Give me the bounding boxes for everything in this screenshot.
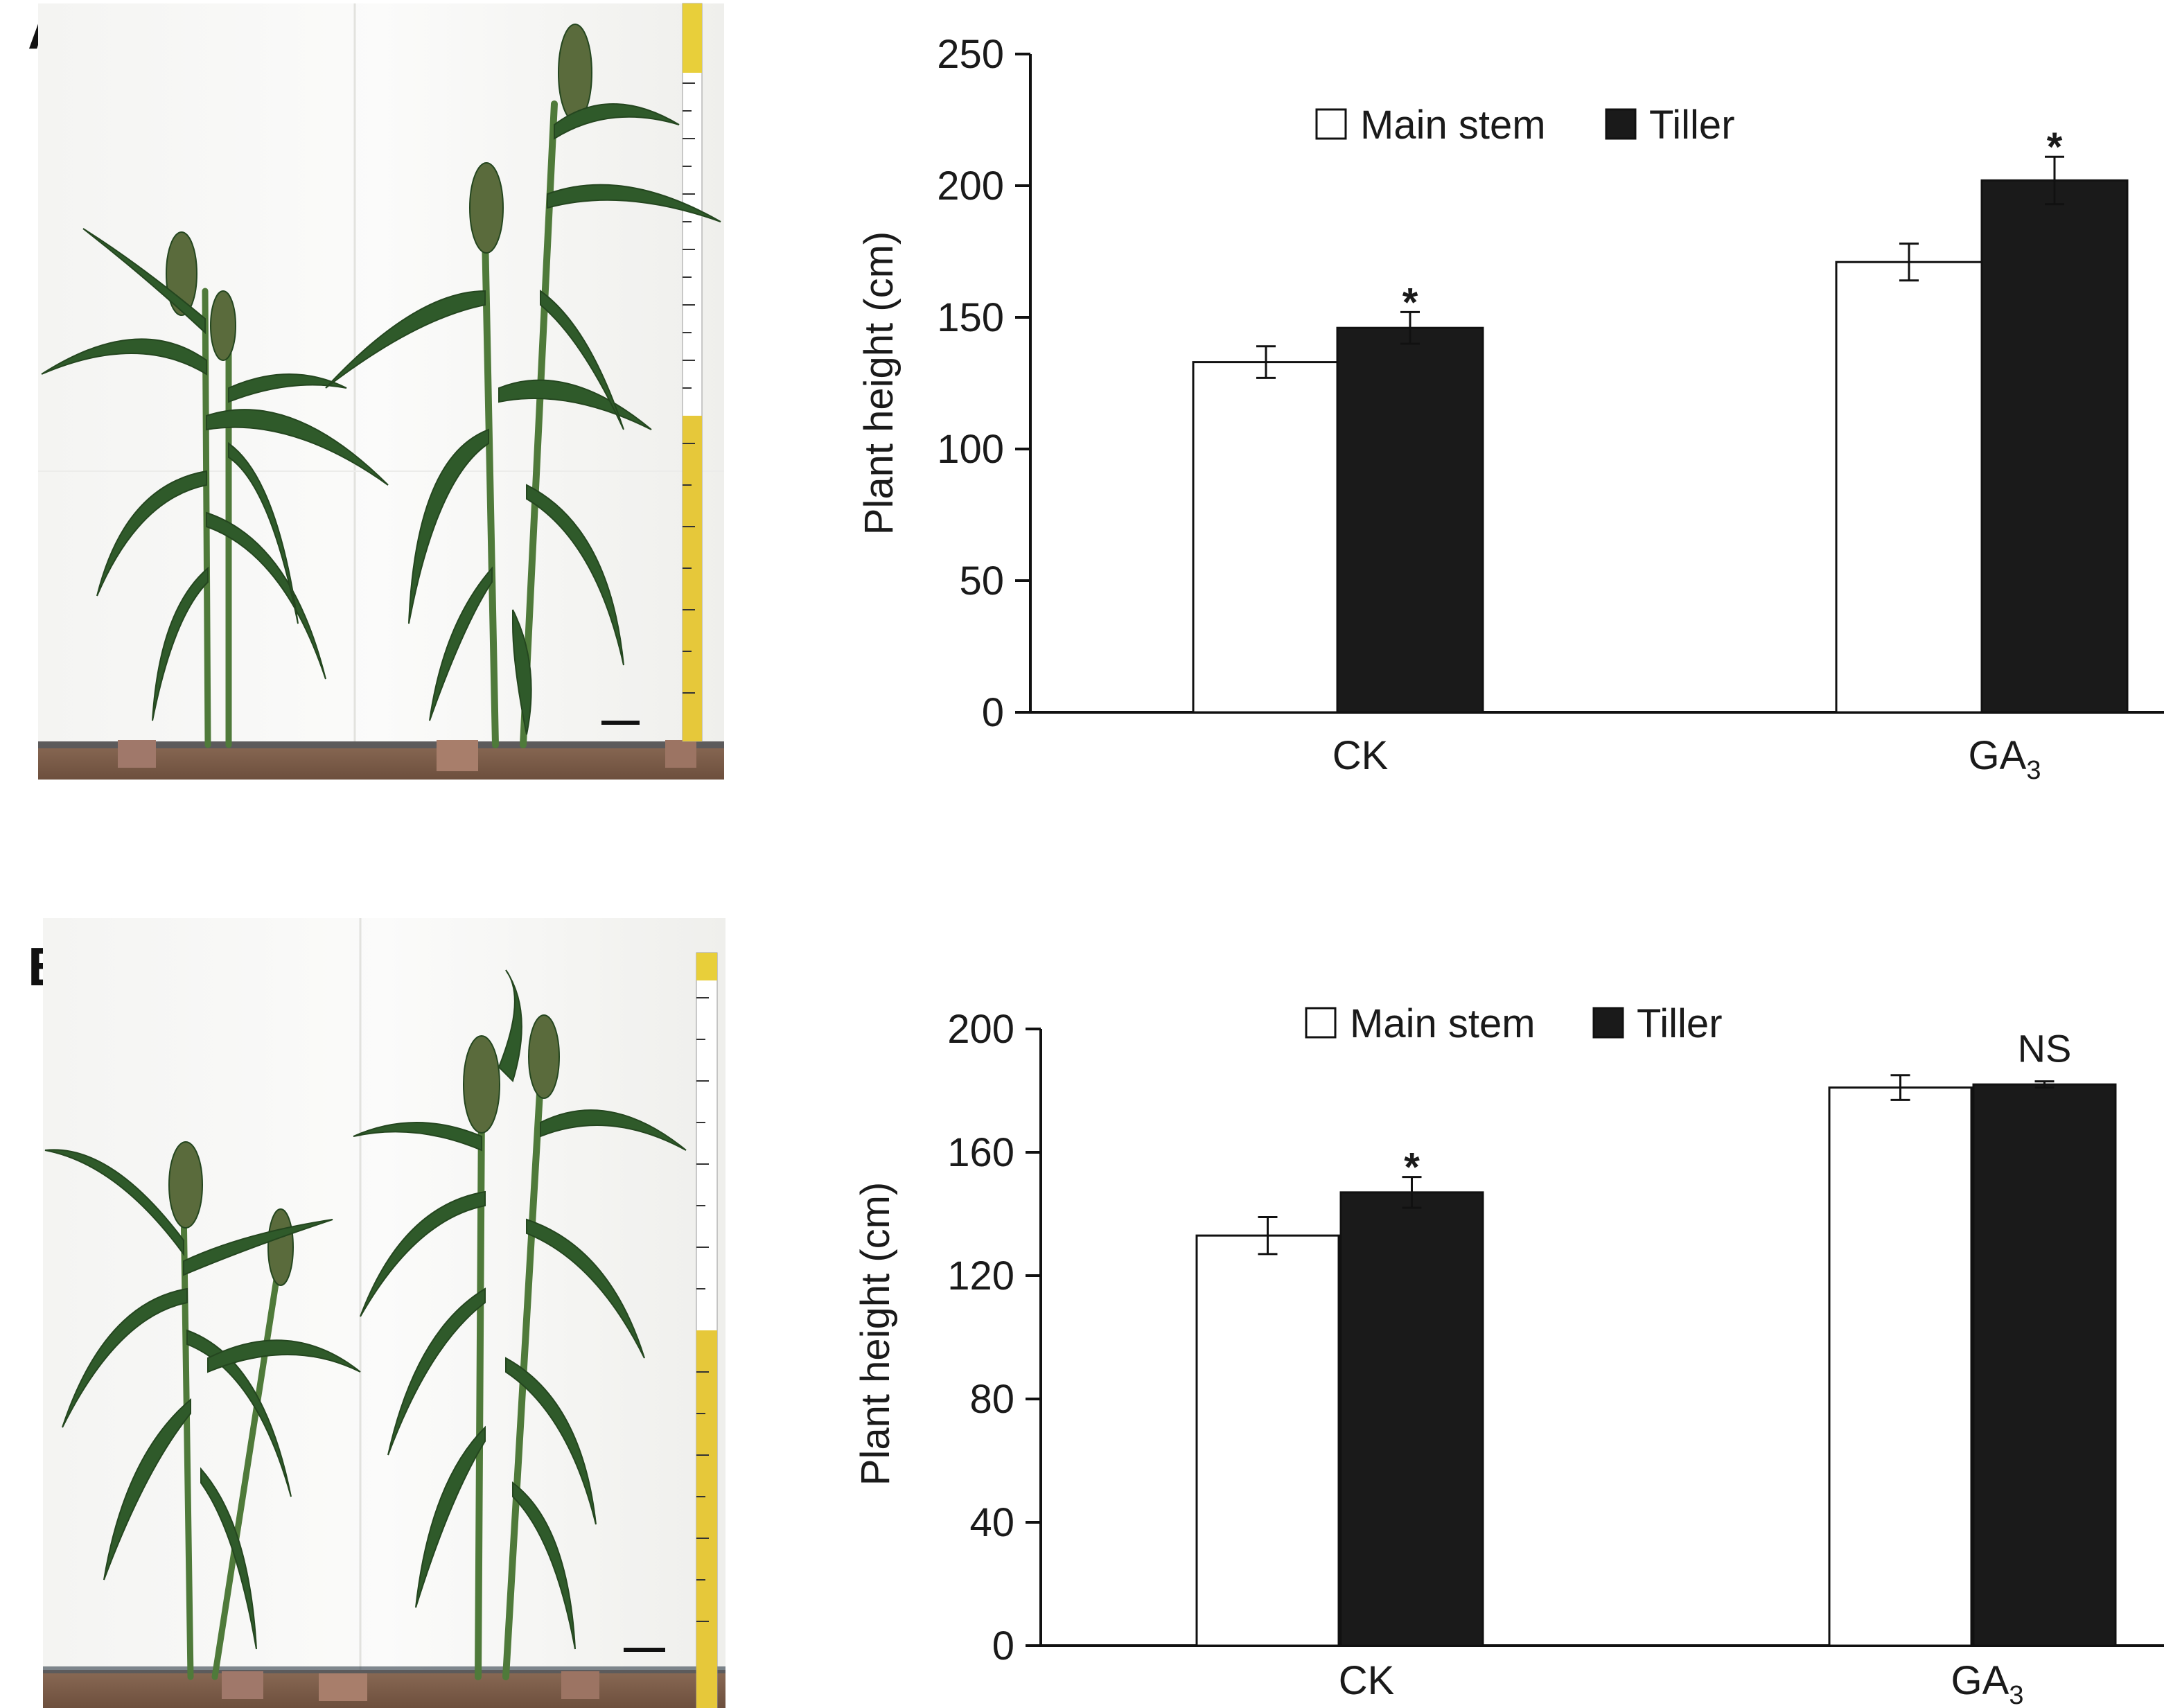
bar-main-stem-ck	[1195, 1234, 1340, 1647]
y-tick-label: 0	[992, 1623, 1014, 1669]
y-tick-label: 120	[947, 1253, 1014, 1298]
significance-annotation: *	[2047, 125, 2063, 170]
x-tick-label-ga3: GA3	[1969, 733, 2041, 785]
legend-label-main-stem: Main stem	[1350, 1001, 1536, 1046]
legend-swatch-main-stem	[1305, 1007, 1337, 1039]
y-tick-label: 0	[982, 690, 1004, 735]
bar-tiller-ga3	[1972, 1083, 2117, 1647]
bar-main-stem-ga3	[1835, 261, 1983, 714]
sorghum-plants-photo-b	[43, 918, 725, 1708]
y-tick-label: 50	[959, 558, 1004, 604]
x-tick-label-ga3: GA3	[1951, 1658, 2024, 1708]
legend: Main stem Tiller	[1315, 103, 1735, 148]
bar-main-stem-ga3	[1828, 1086, 1973, 1647]
y-tick-label: 40	[969, 1500, 1014, 1545]
error-bar	[1400, 310, 1420, 345]
legend-label-main-stem: Main stem	[1360, 103, 1546, 148]
legend: Main stem Tiller	[1305, 1001, 1723, 1046]
legend-swatch-main-stem	[1315, 108, 1347, 140]
x-tick-label-ck: CK	[1339, 1658, 1395, 1703]
y-tick-label: 80	[969, 1377, 1014, 1422]
significance-annotation: *	[1404, 1145, 1420, 1190]
error-bar	[2045, 155, 2064, 206]
bar-tiller-ck	[1339, 1191, 1484, 1647]
y-tick-label: 100	[937, 427, 1004, 472]
x-tick-label-ck: CK	[1332, 733, 1389, 778]
bar-tiller-ck	[1336, 326, 1484, 714]
y-tick-label: 250	[937, 32, 1004, 77]
y-tick-label: 200	[937, 164, 1004, 209]
bar-main-stem-ck	[1192, 361, 1340, 714]
error-bar	[1258, 1215, 1278, 1256]
significance-annotation: NS	[2018, 1027, 2072, 1071]
y-axis-label: Plant height (cm)	[856, 231, 901, 535]
error-bar	[1256, 345, 1276, 379]
legend-swatch-tiller	[1592, 1007, 1624, 1039]
error-bar	[2034, 1080, 2055, 1089]
y-tick-label: 160	[947, 1130, 1014, 1175]
legend-label-tiller: Tiller	[1637, 1001, 1723, 1046]
error-bar	[1402, 1176, 1422, 1209]
legend-swatch-tiller	[1605, 108, 1637, 140]
sorghum-plants-photo-a	[38, 3, 724, 780]
bar-tiller-ga3	[1980, 179, 2129, 714]
error-bar	[1899, 243, 1919, 282]
y-tick-label: 150	[937, 295, 1004, 340]
legend-label-tiller: Tiller	[1649, 103, 1735, 148]
error-bar	[1890, 1074, 1910, 1101]
y-axis-label: Plant height (cm)	[853, 1182, 898, 1486]
y-tick-label: 200	[947, 1007, 1014, 1052]
significance-annotation: *	[1402, 280, 1418, 325]
